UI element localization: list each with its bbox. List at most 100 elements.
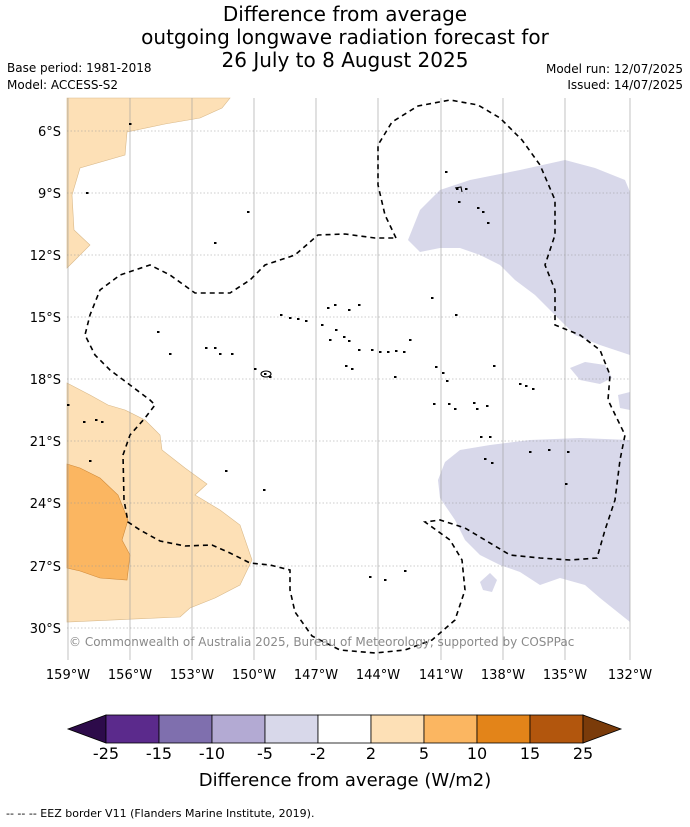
- colorbar-under-arrow: [66, 714, 107, 744]
- colorbar-bin: [476, 714, 531, 744]
- island-marker: [525, 385, 528, 387]
- lon-label: 159°W: [46, 668, 90, 683]
- island-marker: [384, 579, 387, 581]
- island-marker: [321, 324, 324, 326]
- island-marker: [548, 449, 551, 451]
- island-marker: [493, 365, 496, 367]
- colorbar-bin: [529, 714, 584, 744]
- colorbar-bin: [264, 714, 319, 744]
- colorbar-bin: [105, 714, 160, 744]
- colorbar-tick-label: 15: [519, 744, 541, 763]
- lon-label: 150°W: [232, 668, 276, 683]
- island-marker: [83, 421, 86, 423]
- positive-anomaly-strong: [66, 463, 131, 581]
- colorbar-tick-label: 5: [418, 744, 430, 763]
- island-marker: [477, 207, 480, 209]
- island-marker: [473, 402, 476, 404]
- colorbar-tick-label: -2: [310, 744, 326, 763]
- island-marker: [455, 314, 458, 316]
- colorbar-tick-label: 10: [466, 744, 488, 763]
- model-run: Model run: 12/07/2025: [545, 62, 683, 76]
- copyright-notice: © Commonwealth of Australia 2025, Bureau…: [69, 635, 574, 649]
- lat-label: 21°S: [30, 435, 61, 450]
- island-marker: [335, 329, 338, 331]
- island-marker: [305, 320, 308, 322]
- island-marker: [157, 331, 160, 333]
- model-name: Model: ACCESS-S2: [7, 78, 119, 92]
- island-marker: [334, 304, 337, 306]
- eez-footer-note: -- -- -- EEZ border V11 (Flanders Marine…: [6, 807, 315, 820]
- colorbar-bin: [317, 714, 372, 744]
- island-marker: [264, 373, 267, 375]
- lat-label: 9°S: [38, 187, 61, 202]
- island-marker: [351, 368, 354, 370]
- island-marker: [404, 570, 407, 572]
- island-marker: [129, 123, 132, 125]
- island-marker: [458, 201, 461, 203]
- island-marker: [379, 351, 382, 353]
- island-marker: [348, 309, 351, 311]
- island-marker: [484, 458, 487, 460]
- lon-label: 153°W: [170, 668, 214, 683]
- lon-label: 132°W: [608, 668, 652, 683]
- island-marker: [395, 350, 398, 352]
- negative-anomaly-small-east: [570, 362, 612, 384]
- negative-anomaly-edge: [618, 392, 630, 410]
- gridlines: [67, 98, 631, 660]
- island-marker: [491, 462, 494, 464]
- colorbar: [66, 714, 623, 744]
- island-marker: [89, 460, 92, 462]
- island-marker: [409, 339, 412, 341]
- island-marker: [448, 403, 451, 405]
- island-marker: [482, 211, 485, 213]
- island-marker: [205, 347, 208, 349]
- negative-anomaly-northeast: [408, 160, 630, 355]
- lat-label: 24°S: [30, 497, 61, 512]
- positive-anomaly-northwest: [66, 97, 231, 269]
- island-marker: [371, 349, 374, 351]
- colorbar-tick-label: 25: [572, 744, 594, 763]
- lat-label: 18°S: [30, 373, 61, 388]
- island-marker: [446, 380, 449, 382]
- island-marker: [435, 366, 438, 368]
- colorbar-tick-label: 2: [365, 744, 377, 763]
- map-fill-layer: [66, 97, 630, 623]
- island-marker: [394, 376, 397, 378]
- lat-label: 27°S: [30, 560, 61, 575]
- island-marker: [269, 376, 272, 378]
- island-marker: [348, 340, 351, 342]
- lat-label: 6°S: [38, 125, 61, 140]
- island-marker: [489, 436, 492, 438]
- island-markers: [67, 123, 570, 581]
- latitude-labels: 6°S 9°S 12°S 15°S 18°S 21°S 24°S 27°S 30°S: [30, 125, 61, 637]
- island-marker: [329, 339, 332, 341]
- island-marker: [456, 188, 459, 190]
- eez-border: [84, 99, 626, 654]
- island-marker: [403, 351, 406, 353]
- lon-label: 138°W: [481, 668, 525, 683]
- colorbar-tick-label: -15: [145, 744, 173, 763]
- island-marker: [214, 242, 217, 244]
- atoll-outline: [260, 370, 272, 378]
- colorbar-title: Difference from average (W/m2): [198, 770, 492, 791]
- island-marker: [231, 353, 234, 355]
- island-marker: [254, 368, 257, 370]
- island-marker: [263, 489, 266, 491]
- island-marker: [433, 403, 436, 405]
- island-marker: [529, 451, 532, 453]
- negative-anomaly-island: [480, 573, 497, 592]
- colorbar-bin: [158, 714, 213, 744]
- island-marker: [487, 222, 490, 224]
- island-marker: [95, 419, 98, 421]
- island-marker: [465, 188, 468, 190]
- base-period: Base period: 1981-2018: [7, 61, 152, 75]
- island-marker: [289, 317, 292, 319]
- island-marker: [214, 347, 217, 349]
- longitude-labels: 159°W 156°W 153°W 150°W 147°W 144°W 141°W 138°W…: [46, 668, 652, 683]
- island-marker: [445, 171, 448, 173]
- island-marker: [358, 304, 361, 306]
- negative-anomaly-southeast: [438, 438, 630, 622]
- island-marker: [225, 470, 228, 472]
- island-marker: [327, 307, 330, 309]
